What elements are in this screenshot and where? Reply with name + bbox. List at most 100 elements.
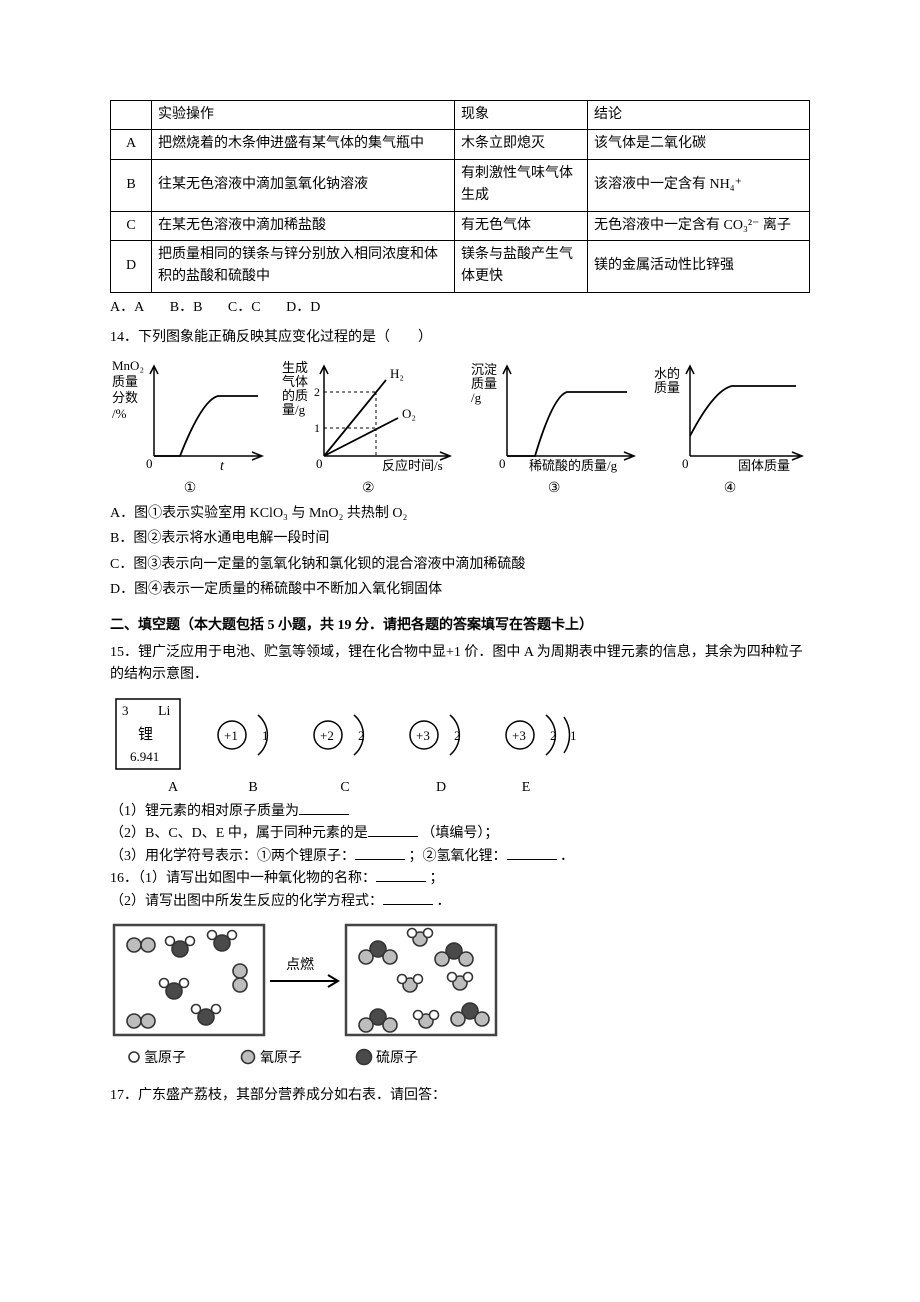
blank[interactable] [355, 859, 405, 860]
q13-table: 实验操作 现象 结论 A 把燃烧着的木条伸进盛有某气体的集气瓶中 木条立即熄灭 … [110, 100, 810, 293]
g3-origin: 0 [499, 456, 506, 471]
th-phen: 现象 [455, 101, 588, 130]
q15e-core: +3 [512, 728, 526, 743]
cell-conc: 该气体是二氧化碳 [588, 130, 810, 159]
g2-yd2: 1 [314, 421, 320, 435]
q14-c: C．图③表示向一定量的氢氧化钠和氯化钡的混合溶液中滴加稀硫酸 [110, 554, 810, 576]
g2-yd1: 2 [314, 385, 320, 399]
q14-a: A．图①表示实验室用 KClO₃ 与 MnO₂ 共热制 O₂ [110, 503, 810, 525]
blank[interactable] [383, 904, 433, 905]
q15-sub1-line: （1）锂元素的相对原子质量为 [110, 801, 810, 823]
q15-box-a: 3 Li 锂 6.941 [114, 697, 184, 773]
section2-head: 二、填空题（本大题包括 5 小题，共 19 分．请把各题的答案填写在答题卡上） [110, 615, 810, 637]
graph-1-svg: MnO₂ 质量 分数 /% 0 t [110, 356, 270, 476]
g1-circled: ① [110, 478, 270, 500]
lbl-b: B [208, 777, 298, 799]
g4-origin: 0 [682, 456, 689, 471]
lbl-c: C [298, 777, 392, 799]
g2-o2: O₂ [402, 406, 416, 421]
g4-y: 水的质量 [654, 366, 680, 395]
g4-circled: ④ [650, 478, 810, 500]
blank[interactable] [376, 881, 426, 882]
q15e-shell2: 1 [570, 728, 577, 743]
cell-phen: 有刺激性气味气体生成 [455, 159, 588, 211]
q15-sub3b: ；②氢氧化锂： [409, 849, 507, 864]
q15-name: 锂 [138, 726, 153, 743]
blank[interactable] [299, 814, 349, 815]
lbl-a: A [138, 777, 208, 799]
cell-key: B [111, 159, 152, 211]
q15-sub2-line: （2）B、C、D、E 中，属于同种元素的是 （填编号）； [110, 823, 810, 845]
cell-op: 把质量相同的镁条与锌分别放入相同浓度和体积的盐酸和硫酸中 [152, 240, 455, 292]
q16-stem1b: ； [430, 871, 444, 886]
cell-phen: 有无色气体 [455, 211, 588, 240]
cell-key: D [111, 240, 152, 292]
cell-phen: 木条立即熄灭 [455, 130, 588, 159]
graph-3-svg: 沉淀质量/g 0 稀硫酸的质量/g [467, 356, 642, 476]
g2-x: 反应时间/s [382, 458, 443, 473]
q14-graphs: MnO₂ 质量 分数 /% 0 t ① 生成气体的质量/g H₂ O₂ [110, 356, 810, 500]
q16-stem2b: ． [437, 894, 451, 909]
q13-options: A．A B．B C．C D．D [110, 297, 810, 319]
cell-op: 把燃烧着的木条伸进盛有某气体的集气瓶中 [152, 130, 455, 159]
q15-sub3a: （3）用化学符号表示：①两个锂原子： [110, 849, 355, 864]
q17-stem: 17．广东盛产荔枝，其部分营养成分如右表．请回答： [110, 1085, 810, 1107]
q15-sub2a: （2）B、C、D、E 中，属于同种元素的是 [110, 826, 368, 841]
g1-y3: 分数 [112, 390, 138, 405]
q14-b: B．图②表示将水通电电解一段时间 [110, 528, 810, 550]
q16-reaction-svg: 点燃 氢原子 氧原子 硫原子 [110, 921, 510, 1071]
blank[interactable] [507, 859, 557, 860]
g2-y: 生成气体的质量/g [282, 360, 308, 417]
graph-1: MnO₂ 质量 分数 /% 0 t ① [110, 356, 270, 500]
cell-op: 往某无色溶液中滴加氢氧化钠溶液 [152, 159, 455, 211]
opt-a: A．A [110, 300, 144, 315]
table-row: D 把质量相同的镁条与锌分别放入相同浓度和体积的盐酸和硫酸中 镁条与盐酸产生气体… [111, 240, 810, 292]
th-blank [111, 101, 152, 130]
q15-sub1: （1）锂元素的相对原子质量为 [110, 804, 299, 819]
q16-line1: 16．（1）请写出如图中一种氧化物的名称： ； [110, 868, 810, 890]
q15d-core: +3 [416, 728, 430, 743]
legend-h: 氢原子 [144, 1050, 186, 1066]
table-row: B 往某无色溶液中滴加氢氧化钠溶液 有刺激性气味气体生成 该溶液中一定含有 NH… [111, 159, 810, 211]
cell-op: 在某无色溶液中滴加稀盐酸 [152, 211, 455, 240]
graph-3: 沉淀质量/g 0 稀硫酸的质量/g ③ [467, 356, 642, 500]
q14-stem: 14．下列图象能正确反映其应变化过程的是（ ） [110, 327, 810, 349]
table-header-row: 实验操作 现象 结论 [111, 101, 810, 130]
cell-conc: 镁的金属活动性比锌强 [588, 240, 810, 292]
q15-letters: A B C D E [110, 777, 810, 799]
q15c-shell1: 2 [358, 728, 365, 743]
legend-o: 氧原子 [260, 1050, 302, 1066]
q15-atom-d: +3 2 [400, 703, 472, 767]
opt-b: B．B [170, 300, 203, 315]
q15b-core: +1 [224, 728, 238, 743]
g3-y: 沉淀质量/g [471, 362, 497, 405]
q15-num: 3 [122, 703, 129, 718]
q15-diagrams: 3 Li 锂 6.941 +1 1 +2 2 +3 2 +3 2 1 [110, 697, 810, 773]
g1-y4: /% [112, 406, 127, 421]
graph-2: 生成气体的质量/g H₂ O₂ 2 1 0 反应时间/s ② [278, 356, 458, 500]
blank[interactable] [368, 836, 418, 837]
q15-sym: Li [158, 704, 171, 719]
th-conc: 结论 [588, 101, 810, 130]
cell-phen: 镁条与盐酸产生气体更快 [455, 240, 588, 292]
q16-line2: （2）请写出图中所发生反应的化学方程式： ． [110, 891, 810, 913]
g3-x: 稀硫酸的质量/g [529, 458, 618, 473]
q15-sub2b: （填编号）； [421, 826, 498, 841]
q16-stem1: 16．（1）请写出如图中一种氧化物的名称： [110, 871, 376, 886]
q15c-core: +2 [320, 728, 334, 743]
graph-4: 水的质量 0 固体质量 ④ [650, 356, 810, 500]
table-row: A 把燃烧着的木条伸进盛有某气体的集气瓶中 木条立即熄灭 该气体是二氧化碳 [111, 130, 810, 159]
g1-y2: 质量 [112, 374, 138, 389]
cell-conc: 该溶液中一定含有 NH₄⁺ [588, 159, 810, 211]
g1-x: t [220, 459, 225, 474]
cell-key: A [111, 130, 152, 159]
q15-atom-b: +1 1 [208, 703, 280, 767]
lbl-d: D [392, 777, 490, 799]
q15-atom-c: +2 2 [304, 703, 376, 767]
q15-sub3-line: （3）用化学符号表示：①两个锂原子： ；②氢氧化锂： ． [110, 846, 810, 868]
q15-stem: 15．锂广泛应用于电池、贮氢等领域，锂在化合物中显+1 价．图中 A 为周期表中… [110, 642, 810, 687]
legend-s: 硫原子 [376, 1050, 418, 1066]
cell-conc: 无色溶液中一定含有 CO₃²⁻ 离子 [588, 211, 810, 240]
g1-y1: MnO₂ [112, 358, 144, 373]
g2-h2: H₂ [390, 366, 404, 381]
